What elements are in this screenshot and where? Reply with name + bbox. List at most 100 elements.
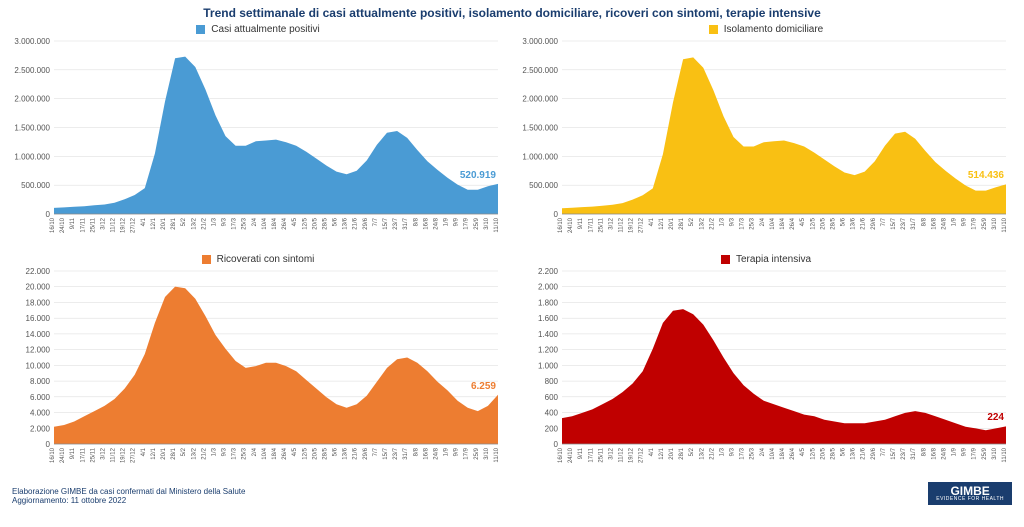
svg-text:11/12: 11/12: [111, 447, 117, 462]
svg-text:8/8: 8/8: [413, 447, 419, 456]
svg-text:1.500.000: 1.500.000: [522, 124, 558, 133]
endvalue-domiciliare: 514.436: [968, 170, 1004, 181]
svg-text:31/7: 31/7: [403, 447, 409, 459]
svg-text:12/5: 12/5: [302, 447, 308, 459]
svg-text:4/5: 4/5: [800, 447, 806, 456]
svg-text:25/3: 25/3: [242, 447, 248, 459]
svg-text:21/2: 21/2: [201, 217, 207, 229]
panel-domiciliare: Isolamento domiciliare 0500.0001.000.000…: [520, 22, 1012, 248]
svg-text:4/1: 4/1: [141, 447, 147, 456]
svg-text:25/3: 25/3: [242, 217, 248, 229]
endvalue-terapia: 224: [987, 412, 1004, 423]
svg-text:20.000: 20.000: [26, 283, 51, 292]
svg-text:24/10: 24/10: [60, 217, 66, 233]
svg-text:18/4: 18/4: [780, 447, 786, 459]
svg-text:9/3: 9/3: [222, 217, 228, 226]
svg-text:17/9: 17/9: [972, 217, 978, 229]
svg-text:0: 0: [554, 210, 559, 219]
svg-text:10.000: 10.000: [26, 361, 51, 370]
svg-text:24/8: 24/8: [941, 447, 947, 459]
panel-terapia: Terapia intensiva 02004006008001.0001.20…: [520, 252, 1012, 478]
svg-text:11/12: 11/12: [619, 217, 625, 232]
svg-text:8/8: 8/8: [921, 217, 927, 226]
logo-gimbe: GIMBE EVIDENCE FOR HEALTH: [928, 482, 1012, 505]
svg-text:4/1: 4/1: [141, 217, 147, 226]
svg-text:16/10: 16/10: [50, 217, 56, 233]
svg-text:15/7: 15/7: [891, 217, 897, 229]
svg-text:1.200: 1.200: [538, 346, 559, 355]
panel-ricoverati: Ricoverati con sintomi 02.0004.0006.0008…: [12, 252, 504, 478]
svg-text:9/3: 9/3: [730, 217, 736, 226]
svg-text:3.000.000: 3.000.000: [14, 37, 50, 46]
svg-text:3/12: 3/12: [100, 217, 106, 229]
svg-text:12/5: 12/5: [810, 217, 816, 229]
svg-text:25/11: 25/11: [598, 447, 604, 462]
legend-label-terapia: Terapia intensiva: [736, 254, 811, 265]
svg-text:17/3: 17/3: [740, 447, 746, 459]
svg-text:3/10: 3/10: [992, 217, 998, 229]
svg-text:11/12: 11/12: [111, 217, 117, 232]
svg-text:12/1: 12/1: [151, 217, 157, 229]
logo-sub: EVIDENCE FOR HEALTH: [936, 497, 1004, 502]
svg-text:8/8: 8/8: [921, 447, 927, 456]
svg-text:21/2: 21/2: [709, 447, 715, 459]
svg-text:26/4: 26/4: [790, 447, 796, 459]
svg-text:800: 800: [545, 377, 559, 386]
chart-positivi: 0500.0001.000.0001.500.0002.000.0002.500…: [12, 37, 504, 248]
svg-text:29/6: 29/6: [363, 217, 369, 229]
footer-text: Elaborazione GIMBE da casi confermati da…: [12, 487, 245, 505]
svg-text:4/1: 4/1: [649, 217, 655, 226]
svg-text:31/7: 31/7: [911, 217, 917, 229]
svg-text:28/1: 28/1: [171, 447, 177, 459]
svg-text:16/10: 16/10: [50, 447, 56, 463]
svg-text:26/4: 26/4: [282, 217, 288, 229]
svg-text:5/6: 5/6: [841, 217, 847, 226]
svg-text:15/7: 15/7: [383, 447, 389, 459]
svg-text:29/6: 29/6: [363, 447, 369, 459]
svg-text:18/4: 18/4: [272, 217, 278, 229]
svg-text:25/9: 25/9: [982, 217, 988, 229]
svg-text:24/10: 24/10: [568, 217, 574, 233]
svg-text:5/2: 5/2: [181, 217, 187, 226]
chart-ricoverati: 02.0004.0006.0008.00010.00012.00014.0001…: [12, 267, 504, 478]
svg-text:500.000: 500.000: [21, 181, 50, 190]
svg-text:27/12: 27/12: [131, 447, 137, 463]
svg-text:15/7: 15/7: [891, 447, 897, 459]
svg-text:16.000: 16.000: [26, 314, 51, 323]
svg-text:9/9: 9/9: [454, 447, 460, 456]
svg-text:4/5: 4/5: [800, 217, 806, 226]
svg-text:24/8: 24/8: [941, 217, 947, 229]
svg-text:28/5: 28/5: [322, 217, 328, 229]
svg-text:27/12: 27/12: [131, 217, 137, 233]
svg-text:25/3: 25/3: [750, 217, 756, 229]
svg-text:1.500.000: 1.500.000: [14, 124, 50, 133]
svg-text:6.000: 6.000: [30, 393, 51, 402]
svg-text:2/4: 2/4: [252, 217, 258, 226]
svg-text:1/9: 1/9: [952, 447, 958, 456]
svg-text:14.000: 14.000: [26, 330, 51, 339]
swatch-domiciliare: [709, 25, 718, 34]
legend-positivi: Casi attualmente positivi: [12, 22, 504, 37]
footer-line2: Aggiornamento: 11 ottobre 2022: [12, 496, 245, 505]
svg-text:12/5: 12/5: [810, 447, 816, 459]
swatch-positivi: [196, 25, 205, 34]
svg-text:3/10: 3/10: [484, 447, 490, 459]
svg-text:18/4: 18/4: [272, 447, 278, 459]
svg-text:3/12: 3/12: [608, 447, 614, 459]
svg-text:7/7: 7/7: [373, 217, 379, 226]
svg-text:28/5: 28/5: [322, 447, 328, 459]
svg-text:24/8: 24/8: [433, 217, 439, 229]
svg-text:17/9: 17/9: [464, 447, 470, 459]
svg-text:11/12: 11/12: [619, 447, 625, 462]
svg-text:22.000: 22.000: [26, 267, 51, 276]
svg-text:7/7: 7/7: [373, 447, 379, 456]
svg-text:17/9: 17/9: [464, 217, 470, 229]
svg-text:2.500.000: 2.500.000: [522, 66, 558, 75]
svg-text:2.000.000: 2.000.000: [14, 95, 50, 104]
svg-text:28/1: 28/1: [679, 217, 685, 229]
svg-text:25/11: 25/11: [90, 447, 96, 462]
svg-text:7/7: 7/7: [881, 447, 887, 456]
svg-text:25/11: 25/11: [598, 217, 604, 232]
svg-text:500.000: 500.000: [529, 181, 558, 190]
svg-text:25/3: 25/3: [750, 447, 756, 459]
